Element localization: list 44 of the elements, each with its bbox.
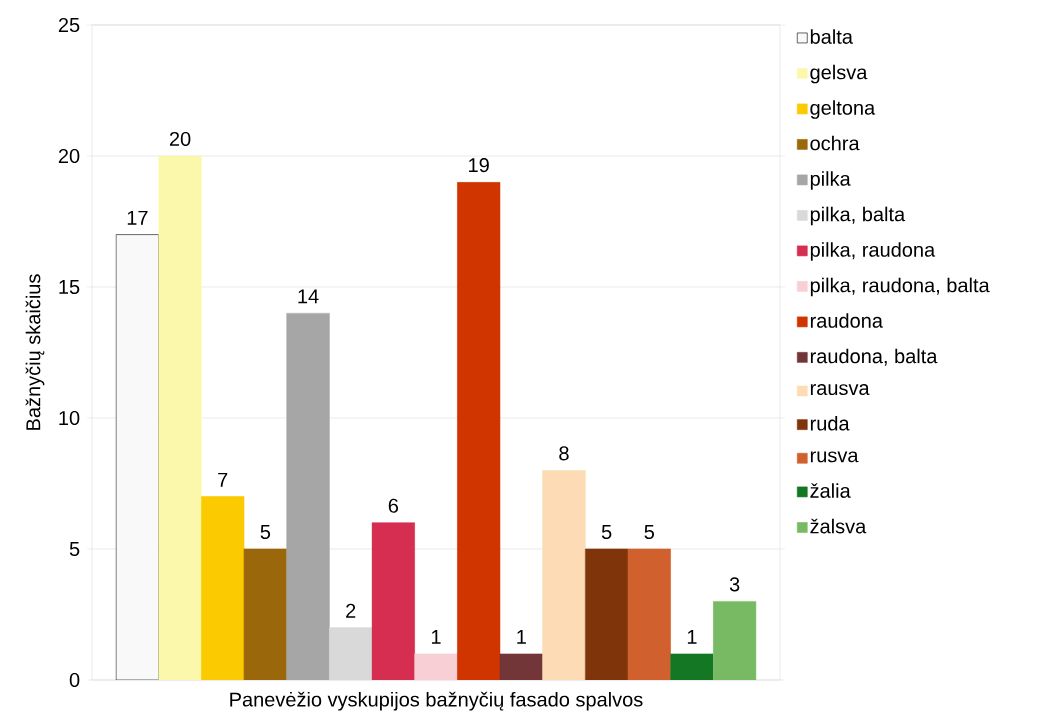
y-tick-label: 20 xyxy=(58,148,80,164)
data-label: 1 xyxy=(431,630,441,644)
data-label: 19 xyxy=(469,158,489,173)
legend-label: ochra xyxy=(810,135,860,151)
data-label: 3 xyxy=(729,577,740,592)
legend-label: pilka, raudona, balta xyxy=(810,277,990,297)
data-label: 5 xyxy=(601,525,612,540)
x-tick-label: Panevėžio vyskupijos bažnyčių fasado spalvos xyxy=(230,691,643,711)
bar xyxy=(115,234,160,680)
data-label: 17 xyxy=(127,210,148,225)
data-label: 1 xyxy=(687,630,697,644)
bar xyxy=(542,470,586,680)
y-tick-label: 15 xyxy=(59,280,80,294)
bar xyxy=(457,181,501,680)
data-label: 5 xyxy=(644,525,655,540)
legend-label: rusva xyxy=(810,451,859,463)
y-tick-label: 0 xyxy=(69,672,80,688)
data-label: 5 xyxy=(260,525,271,540)
y-tick-label: 5 xyxy=(69,542,80,556)
data-label: 20 xyxy=(169,131,191,147)
y-tick-label: 25 xyxy=(58,17,80,33)
legend-label: pilka, raudona xyxy=(810,242,936,261)
y-tick-label: 10 xyxy=(59,410,80,426)
legend-label: gelsva xyxy=(810,64,868,84)
data-label: 8 xyxy=(559,446,569,461)
bar xyxy=(371,522,415,680)
data-label: 6 xyxy=(388,498,399,513)
legend-label: žalia xyxy=(810,483,851,498)
data-label: 2 xyxy=(346,603,356,618)
bar xyxy=(201,496,245,680)
legend-label: pilka, balta xyxy=(810,206,906,226)
legend-label: raudona xyxy=(810,313,883,328)
y-axis-title: Bažnyčių skaičius xyxy=(25,274,45,430)
legend-label: rausva xyxy=(810,384,870,396)
data-label: 7 xyxy=(218,472,228,487)
legend-label: pilka xyxy=(810,171,851,190)
legend-label: ruda xyxy=(810,415,850,431)
data-label: 14 xyxy=(298,289,319,304)
legend-label: balta xyxy=(810,29,853,44)
bar xyxy=(627,548,671,680)
data-label: 1 xyxy=(517,630,526,644)
legend-label: žalsva xyxy=(810,518,867,534)
legend-label: raudona, balta xyxy=(810,348,938,366)
legend-label: geltona xyxy=(810,100,876,119)
